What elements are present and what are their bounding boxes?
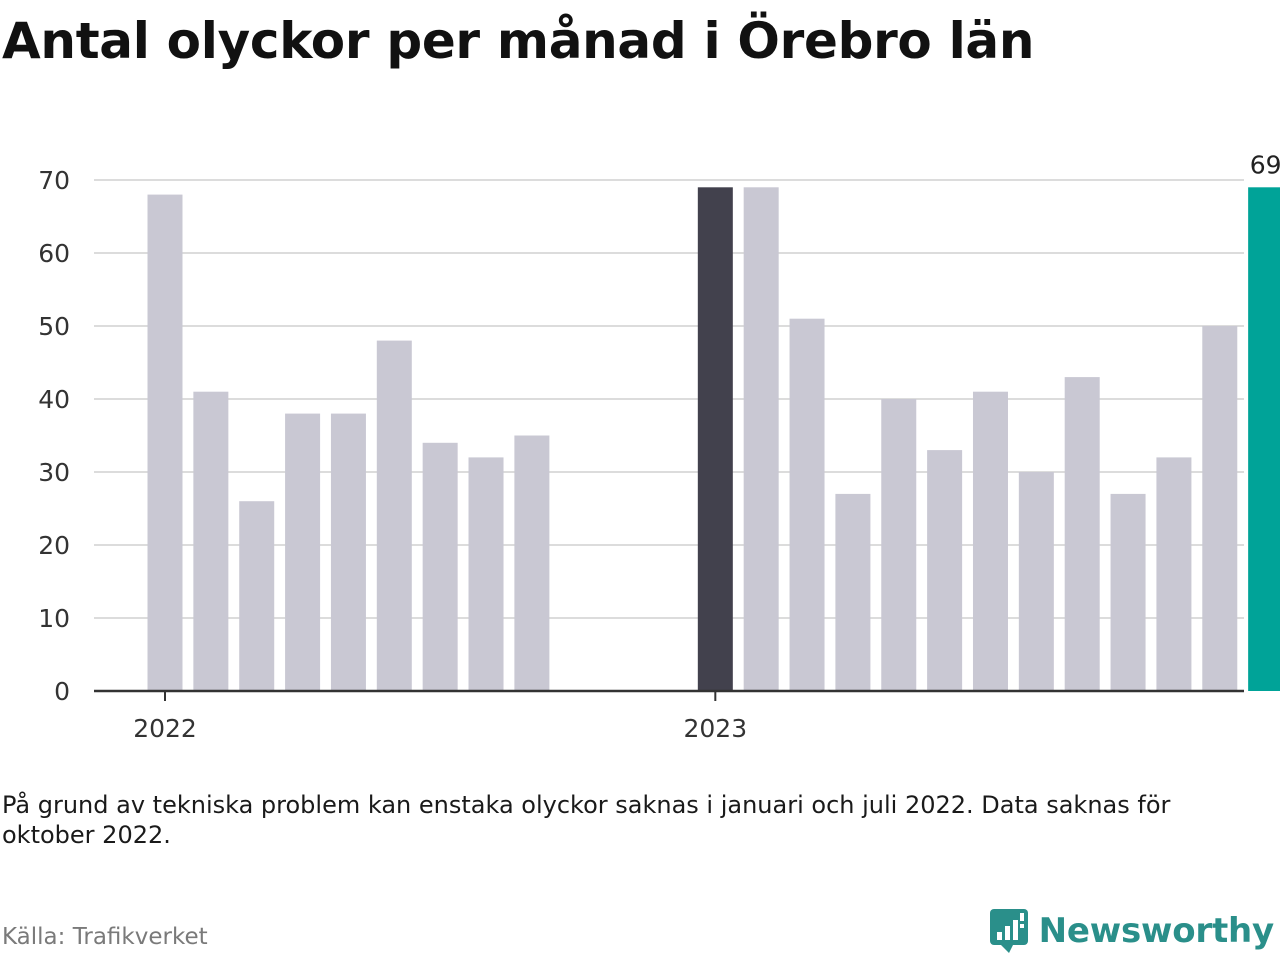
bar-2023-03	[789, 318, 825, 691]
y-axis-ticks: 0 10 20 30 40 50 60 70	[38, 166, 70, 706]
bar-2023-06	[927, 450, 963, 691]
newsworthy-logo-icon	[989, 909, 1028, 953]
bar-2023-12	[1202, 326, 1238, 691]
bars	[147, 187, 1280, 692]
bar-2022-03	[239, 501, 275, 691]
x-axis: 2022 2023	[94, 689, 1244, 743]
source-text: Källa: Trafikverket	[2, 924, 208, 950]
data-labels: 69	[1250, 150, 1280, 179]
bar-2023-11	[1156, 457, 1192, 691]
brand-name: Newsworthy	[1038, 911, 1275, 951]
bar-2023-04	[835, 493, 871, 691]
y-tick-label: 10	[38, 604, 70, 633]
chart-note: På grund av tekniska problem kan enstaka…	[2, 791, 1171, 849]
bar-2022-09	[514, 435, 550, 691]
bar-2023-10	[1110, 493, 1146, 691]
y-tick-label: 70	[38, 166, 70, 195]
bar-chart: 0 10 20 30 40 50 60 70 2022 2023 69	[38, 150, 1280, 743]
bar-2023-02	[743, 187, 779, 692]
y-tick-label: 40	[38, 385, 70, 414]
chart-title: Antal olyckor per månad i Örebro län	[2, 12, 1035, 70]
data-label-2024-01: 69	[1250, 150, 1280, 179]
y-tick-label: 0	[54, 677, 70, 706]
bar-2023-07	[972, 391, 1008, 691]
bar-2022-05	[330, 413, 366, 691]
brand: Newsworthy	[989, 908, 1274, 954]
bar-2022-06	[376, 340, 412, 691]
bar-2022-08	[468, 457, 504, 691]
x-tick-label: 2023	[684, 714, 748, 743]
y-tick-label: 50	[38, 312, 70, 341]
bar-2023-05	[881, 399, 917, 691]
bar-2022-02	[193, 391, 229, 691]
y-tick-label: 60	[38, 239, 70, 268]
bar-2023-08	[1018, 472, 1054, 691]
bar-2023-09	[1064, 377, 1100, 691]
bar-2023-01	[697, 187, 733, 692]
y-tick-label: 20	[38, 531, 70, 560]
y-tick-label: 30	[38, 458, 70, 487]
bar-2024-01	[1248, 187, 1280, 692]
bar-2022-04	[285, 413, 321, 691]
bar-2022-01	[147, 194, 183, 691]
x-tick-label: 2022	[133, 714, 197, 743]
bar-2022-07	[422, 442, 458, 691]
